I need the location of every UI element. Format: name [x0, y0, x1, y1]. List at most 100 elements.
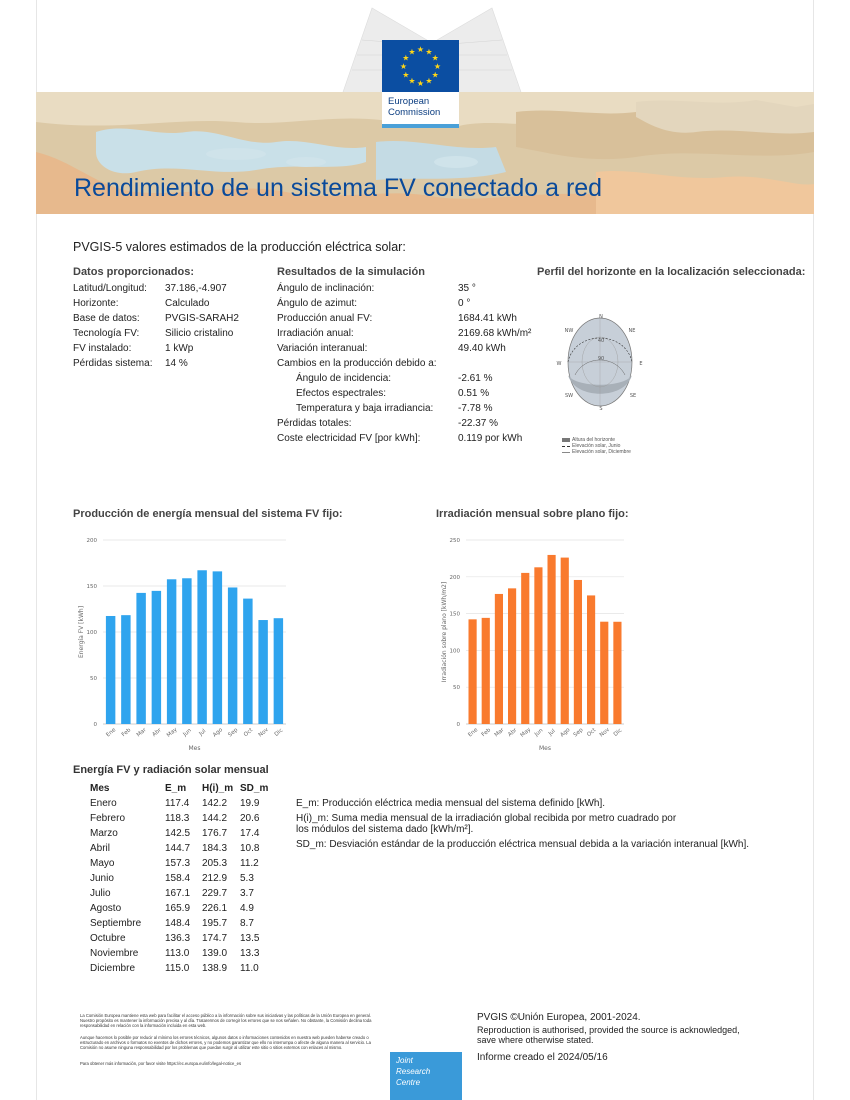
copyright-text: PVGIS ©Unión Europea, 2001-2024.: [477, 1012, 641, 1023]
bar-oct: [243, 598, 253, 724]
bar-feb: [121, 615, 131, 724]
svg-text:★: ★: [402, 71, 409, 80]
result-label: Ángulo de incidencia:: [296, 373, 392, 384]
x-tick-label: Oct: [586, 727, 598, 738]
y-tick-label: 100: [450, 648, 461, 654]
svg-text:★: ★: [417, 45, 424, 54]
column-header: H(i)_m: [202, 783, 234, 794]
irradiation-chart-title: Irradiación mensual sobre plano fijo:: [436, 508, 629, 520]
input-value: 1 kWp: [165, 343, 194, 354]
report-subtitle: PVGIS-5 valores estimados de la producci…: [73, 240, 406, 254]
compass-sw-label: SW: [565, 393, 573, 399]
bar-ene: [105, 615, 116, 724]
compass-nw-label: NW: [565, 328, 574, 334]
svg-text:★: ★: [434, 62, 441, 71]
radius-label-90: 90: [598, 356, 604, 362]
horizon-polar-chart: N NE E SE S SW W NW 40 90: [557, 314, 643, 412]
y-tick-label: 250: [450, 538, 461, 544]
y-tick-label: 100: [87, 630, 98, 636]
table-cell: 117.4: [165, 798, 190, 809]
x-axis-label: Mes: [189, 745, 201, 752]
y-axis-label: Irradiación sobre plano [kWh/m2]: [441, 582, 448, 682]
bar-nov: [258, 620, 268, 724]
x-tick-label: Oct: [243, 727, 255, 738]
result-label: Ángulo de inclinación:: [277, 283, 375, 294]
logo-line-2: Commission: [388, 107, 441, 118]
definition-sdm: SD_m: Desviación estándar de la producci…: [296, 839, 750, 850]
column-header: E_m: [165, 783, 187, 794]
table-cell: 17.4: [240, 828, 260, 839]
table-cell: 148.4: [165, 918, 191, 929]
table-cell: 158.4: [165, 873, 191, 884]
page-title: Rendimiento de un sistema FV conectado a…: [74, 174, 603, 202]
compass-e-label: E: [639, 361, 642, 367]
x-tick-label: Ene: [467, 727, 479, 739]
table-cell: 13.5: [240, 933, 260, 944]
x-tick-label: May: [166, 726, 179, 738]
column-header: Mes: [90, 783, 110, 794]
x-tick-label: Dic: [613, 728, 624, 738]
x-tick-label: Jun: [533, 727, 545, 738]
table-cell: 118.3: [165, 813, 190, 824]
horizon-heading: Perfil del horizonte en la localización …: [537, 266, 806, 278]
bar-nov: [600, 621, 609, 724]
result-value: 49.40 kWh: [458, 343, 506, 354]
table-cell: Diciembre: [90, 963, 136, 974]
input-label: Pérdidas sistema:: [73, 358, 153, 369]
result-label: Producción anual FV:: [277, 313, 373, 324]
table-heading: Energía FV y radiación solar mensual: [73, 764, 269, 776]
table-cell: 20.6: [240, 813, 260, 824]
reproduction-line-1: Reproduction is authorised, provided the…: [477, 1025, 740, 1035]
compass-w-label: W: [557, 361, 562, 367]
reproduction-line-2: save where otherwise stated.: [477, 1035, 594, 1045]
compass-se-label: SE: [630, 393, 636, 399]
input-label: Base de datos:: [73, 313, 140, 324]
table-cell: 144.7: [165, 843, 191, 854]
table-cell: 226.1: [202, 903, 228, 914]
y-tick-label: 150: [87, 584, 98, 590]
column-header: SD_m: [240, 783, 269, 794]
bar-dic: [613, 621, 622, 724]
svg-text:★: ★: [425, 77, 432, 86]
y-tick-label: 0: [94, 722, 98, 728]
x-tick-label: Sep: [227, 727, 239, 739]
result-value: 1684.41 kWh: [458, 313, 517, 324]
svg-text:★: ★: [432, 54, 439, 63]
logo-line-1: European: [388, 96, 430, 107]
input-value: 14 %: [165, 358, 188, 369]
input-value: 37.186,-4.907: [165, 283, 227, 294]
svg-text:★: ★: [402, 54, 409, 63]
table-cell: 139.0: [202, 948, 228, 959]
table-cell: 115.0: [165, 963, 190, 974]
svg-text:★: ★: [400, 62, 407, 71]
result-value: 2169.68 kWh/m²: [458, 328, 532, 339]
bar-oct: [587, 595, 596, 724]
legend-swatch-horizon: [562, 438, 570, 442]
result-value: 35 °: [458, 283, 476, 294]
compass-n-label: N: [599, 314, 603, 320]
result-label: Irradiación anual:: [277, 328, 354, 339]
table-cell: Febrero: [90, 813, 126, 824]
bar-jun: [182, 578, 192, 724]
x-tick-label: Jul: [547, 728, 557, 738]
bar-jul: [547, 554, 556, 724]
svg-text:★: ★: [408, 77, 415, 86]
table-cell: 5.3: [240, 873, 254, 884]
result-value: -22.37 %: [458, 418, 499, 429]
table-cell: 184.3: [202, 843, 228, 854]
table-cell: 157.3: [165, 858, 191, 869]
bar-ene: [468, 619, 477, 724]
disclaimer-paragraph-2: Aunque hacemos lo posible por reducir al…: [80, 1035, 371, 1050]
table-cell: 11.2: [240, 858, 259, 869]
compass-ne-label: NE: [629, 328, 636, 334]
table-cell: 142.2: [202, 798, 228, 809]
x-tick-label: Jul: [198, 728, 208, 738]
table-cell: 136.3: [165, 933, 191, 944]
header-banner: Rendimiento de un sistema FV conectado a…: [36, 92, 814, 214]
table-cell: Enero: [90, 798, 117, 809]
table-cell: 144.2: [202, 813, 228, 824]
irradiation-bar-chart: 0 50 100 150 200 250 Ene Feb Mar Abr May Jun Jul Ago S…: [441, 538, 624, 752]
jrc-line-3: Centre: [396, 1078, 421, 1087]
definition-him-line1: H(i)_m: Suma media mensual de la irradia…: [296, 813, 677, 824]
table-cell: 3.7: [240, 888, 254, 899]
